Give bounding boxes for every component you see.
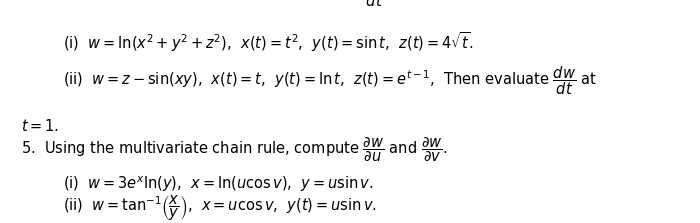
Text: (ii)  $w = z - \sin(xy)$,  $x(t) = t$,  $y(t) = \ln t$,  $z(t) = e^{t-1}$,  Then: (ii) $w = z - \sin(xy)$, $x(t) = t$, $y(… [63,64,597,97]
Text: (i)  $w = 3e^x \ln(y)$,  $x = \ln(u\cos v)$,  $y = u\sin v$.: (i) $w = 3e^x \ln(y)$, $x = \ln(u\cos v)… [63,174,374,194]
Text: 5.  Using the multivariate chain rule, compute $\dfrac{\partial w}{\partial u}$ : 5. Using the multivariate chain rule, co… [21,135,447,164]
Text: $t = 1$.: $t = 1$. [21,118,59,134]
Text: 4.  Using the multivariate chain rule, compute $\dfrac{dw}{dt}$.: 4. Using the multivariate chain rule, co… [21,0,391,9]
Text: (i)  $w = \ln(x^2 + y^2 + z^2)$,  $x(t) = t^2$,  $y(t) = \sin t$,  $z(t) = 4\sqr: (i) $w = \ln(x^2 + y^2 + z^2)$, $x(t) = … [63,30,474,54]
Text: (ii)  $w = \tan^{-1}\!\left(\dfrac{x}{y}\right)$,  $x = u\cos v$,  $y(t) = u\sin: (ii) $w = \tan^{-1}\!\left(\dfrac{x}{y}\… [63,193,377,223]
